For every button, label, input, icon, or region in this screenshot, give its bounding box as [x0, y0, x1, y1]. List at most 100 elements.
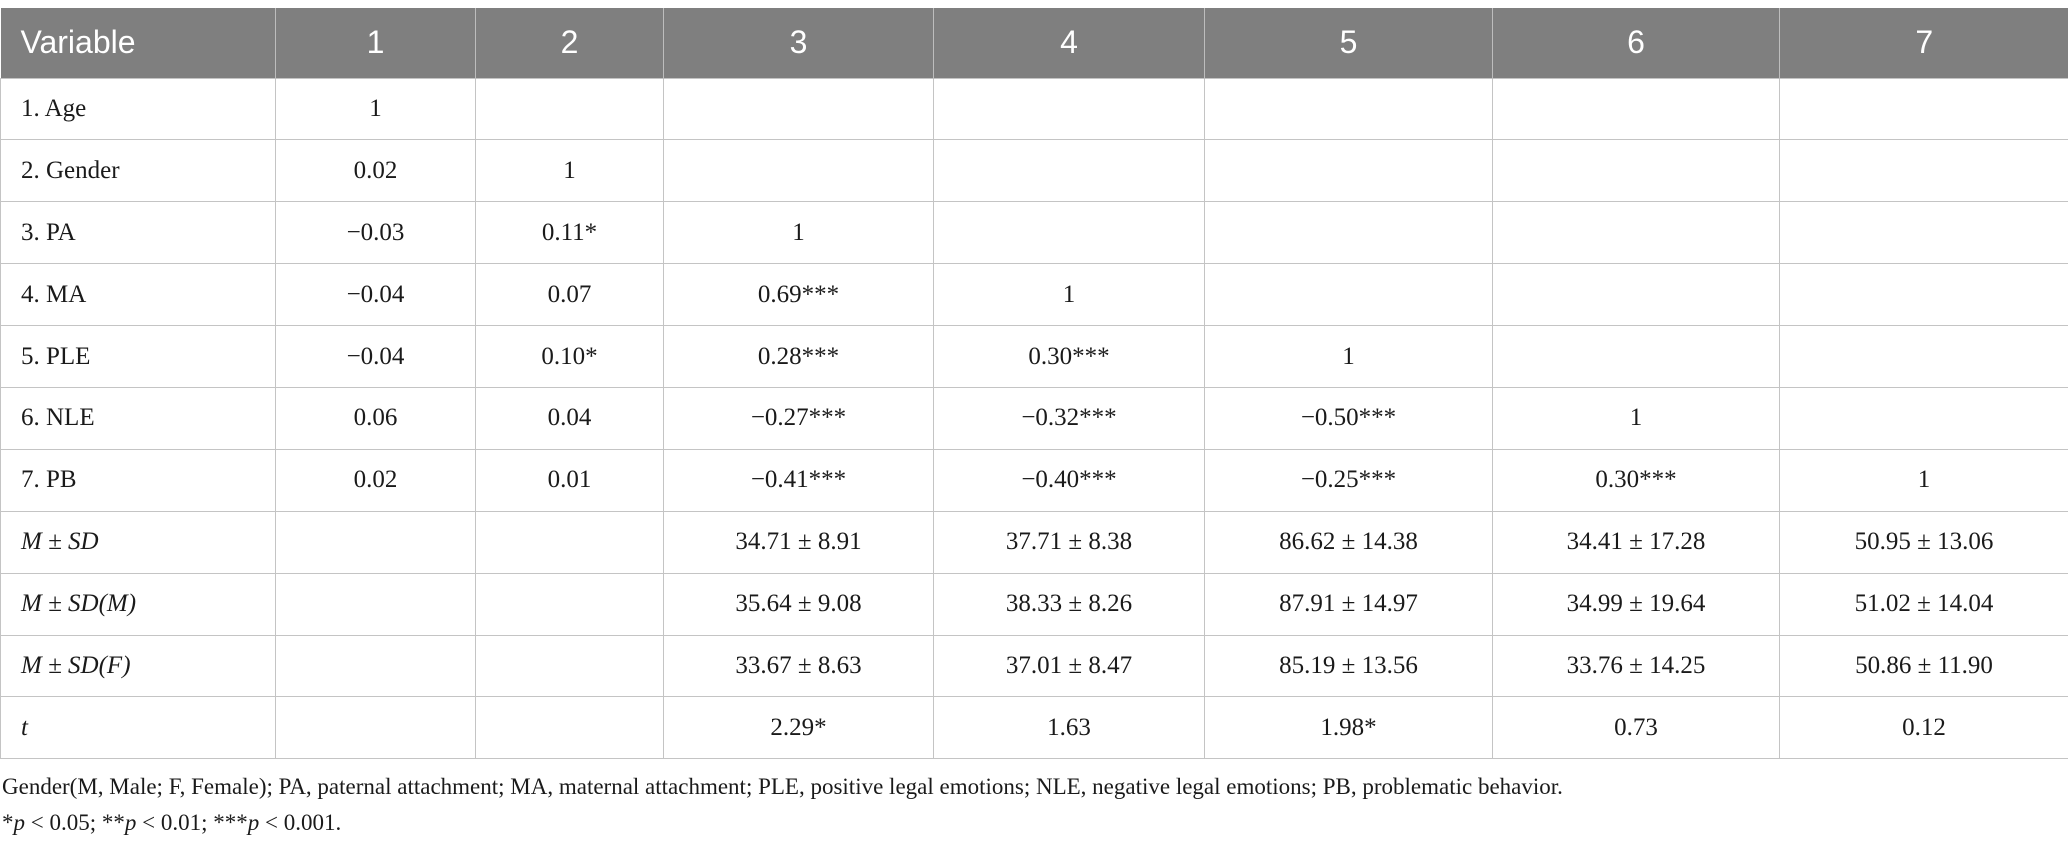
row-label-cell: 4. MA — [0, 263, 276, 327]
value-cell-col-2 — [475, 77, 664, 141]
value-cell-col-1 — [275, 696, 476, 760]
value-cell-col-3: 0.69*** — [663, 263, 934, 327]
header-cell-4: 4 — [933, 8, 1205, 78]
value-cell-col-6: 1 — [1492, 386, 1780, 450]
value-cell-col-3: 33.67 ± 8.63 — [663, 634, 934, 698]
value-cell-col-6: 0.30*** — [1492, 448, 1780, 512]
value-cell-col-3 — [663, 139, 934, 203]
table-row: 2. Gender 0.02 1 — [0, 139, 2068, 203]
header-cell-1: 1 — [275, 8, 476, 78]
value-cell-col-7: 1 — [1779, 448, 2068, 512]
value-cell-col-4: −0.32*** — [933, 386, 1205, 450]
value-cell-col-6: 34.41 ± 17.28 — [1492, 510, 1780, 574]
value-cell-col-7: 50.95 ± 13.06 — [1779, 510, 2068, 574]
value-cell-col-5: 86.62 ± 14.38 — [1204, 510, 1493, 574]
value-cell-col-4: 0.30*** — [933, 325, 1205, 388]
value-cell-col-4: 37.71 ± 8.38 — [933, 510, 1205, 574]
value-cell-col-5: 85.19 ± 13.56 — [1204, 634, 1493, 698]
value-cell-col-1: 0.02 — [275, 139, 476, 203]
value-cell-col-5: −0.25*** — [1204, 448, 1493, 512]
header-cell-7: 7 — [1779, 8, 2068, 78]
value-cell-col-3: 2.29* — [663, 696, 934, 760]
value-cell-col-1 — [275, 572, 476, 636]
value-cell-col-4: 1 — [933, 263, 1205, 327]
table-body: 1. Age 1 2. Gender 0.02 1 3. PA −0.03 0.11* 1 4. … — [0, 77, 2068, 760]
value-cell-col-6 — [1492, 201, 1780, 265]
value-cell-col-7 — [1779, 77, 2068, 141]
value-cell-col-1: 0.02 — [275, 448, 476, 512]
value-cell-col-4: 1.63 — [933, 696, 1205, 760]
value-cell-col-7: 0.12 — [1779, 696, 2068, 760]
value-cell-col-3 — [663, 77, 934, 141]
value-cell-col-7 — [1779, 201, 2068, 265]
header-cell-variable: Variable — [20, 24, 136, 61]
value-cell-col-6 — [1492, 325, 1780, 388]
value-cell-col-1: −0.04 — [275, 325, 476, 388]
value-cell-col-7 — [1779, 325, 2068, 388]
value-cell-col-2: 0.07 — [475, 263, 664, 327]
value-cell-col-1: −0.03 — [275, 201, 476, 265]
row-label-cell: 7. PB — [0, 448, 276, 512]
header-cell-3: 3 — [663, 8, 934, 78]
row-label-cell: t — [0, 696, 276, 760]
value-cell-col-6: 0.73 — [1492, 696, 1780, 760]
value-cell-col-6: 34.99 ± 19.64 — [1492, 572, 1780, 636]
value-cell-col-2 — [475, 696, 664, 760]
table-row: 1. Age 1 — [0, 77, 2068, 141]
value-cell-col-3: 0.28*** — [663, 325, 934, 388]
value-cell-col-4: 38.33 ± 8.26 — [933, 572, 1205, 636]
value-cell-col-1: 0.06 — [275, 386, 476, 450]
value-cell-col-7: 51.02 ± 14.04 — [1779, 572, 2068, 636]
table-row: 6. NLE 0.06 0.04 −0.27*** −0.32*** −0.50*** 1 — [0, 386, 2068, 450]
value-cell-col-2 — [475, 572, 664, 636]
value-cell-col-6 — [1492, 139, 1780, 203]
value-cell-col-4: −0.40*** — [933, 448, 1205, 512]
value-cell-col-2 — [475, 510, 664, 574]
table-row: 4. MA −0.04 0.07 0.69*** 1 — [0, 263, 2068, 327]
correlation-table: Variable 1 2 3 4 5 6 7 1. Age 1 2. Gender 0… — [0, 8, 2068, 760]
row-label-cell: 5. PLE — [0, 325, 276, 388]
row-label-cell: 1. Age — [0, 77, 276, 141]
table-row: 3. PA −0.03 0.11* 1 — [0, 201, 2068, 265]
value-cell-col-4 — [933, 201, 1205, 265]
header-cell-5: 5 — [1204, 8, 1493, 78]
value-cell-col-2: 0.04 — [475, 386, 664, 450]
value-cell-col-2: 0.11* — [475, 201, 664, 265]
table-row: 7. PB 0.02 0.01 −0.41*** −0.40*** −0.25*** 0.3… — [0, 448, 2068, 512]
value-cell-col-7: 50.86 ± 11.90 — [1779, 634, 2068, 698]
header-cell-6: 6 — [1492, 8, 1780, 78]
value-cell-col-3: −0.27*** — [663, 386, 934, 450]
value-cell-col-4: 37.01 ± 8.47 — [933, 634, 1205, 698]
value-cell-col-4 — [933, 139, 1205, 203]
value-cell-col-7 — [1779, 386, 2068, 450]
table-row: M ± SD(M) 35.64 ± 9.08 38.33 ± 8.26 87.91 ±… — [0, 572, 2068, 636]
row-label-cell: M ± SD(F) — [0, 634, 276, 698]
value-cell-col-5 — [1204, 77, 1493, 141]
correlation-table-container: Variable 1 2 3 4 5 6 7 1. Age 1 2. Gender 0… — [0, 8, 2068, 841]
value-cell-col-5 — [1204, 139, 1493, 203]
value-cell-col-1 — [275, 510, 476, 574]
value-cell-col-2 — [475, 634, 664, 698]
value-cell-col-5: 1 — [1204, 325, 1493, 388]
value-cell-col-1: 1 — [275, 77, 476, 141]
table-row: 5. PLE −0.04 0.10* 0.28*** 0.30*** 1 — [0, 325, 2068, 388]
table-row: M ± SD 34.71 ± 8.91 37.71 ± 8.38 86.62 ± 14… — [0, 510, 2068, 574]
table-row: t 2.29* 1.63 1.98* 0.73 0.12 — [0, 696, 2068, 760]
value-cell-col-6: 33.76 ± 14.25 — [1492, 634, 1780, 698]
header-cell-2: 2 — [475, 8, 664, 78]
header-row: Variable 1 2 3 4 5 6 7 — [0, 8, 2068, 78]
row-label-cell: 3. PA — [0, 201, 276, 265]
row-label-cell: 2. Gender — [0, 139, 276, 203]
value-cell-col-3: 1 — [663, 201, 934, 265]
value-cell-col-5: 87.91 ± 14.97 — [1204, 572, 1493, 636]
value-cell-col-2: 0.10* — [475, 325, 664, 388]
value-cell-col-5: −0.50*** — [1204, 386, 1493, 450]
value-cell-col-6 — [1492, 263, 1780, 327]
value-cell-col-1: −0.04 — [275, 263, 476, 327]
value-cell-col-5 — [1204, 263, 1493, 327]
value-cell-col-7 — [1779, 139, 2068, 203]
row-label-cell: 6. NLE — [0, 386, 276, 450]
value-cell-col-5 — [1204, 201, 1493, 265]
value-cell-col-3: −0.41*** — [663, 448, 934, 512]
row-label-cell: M ± SD(M) — [0, 572, 276, 636]
